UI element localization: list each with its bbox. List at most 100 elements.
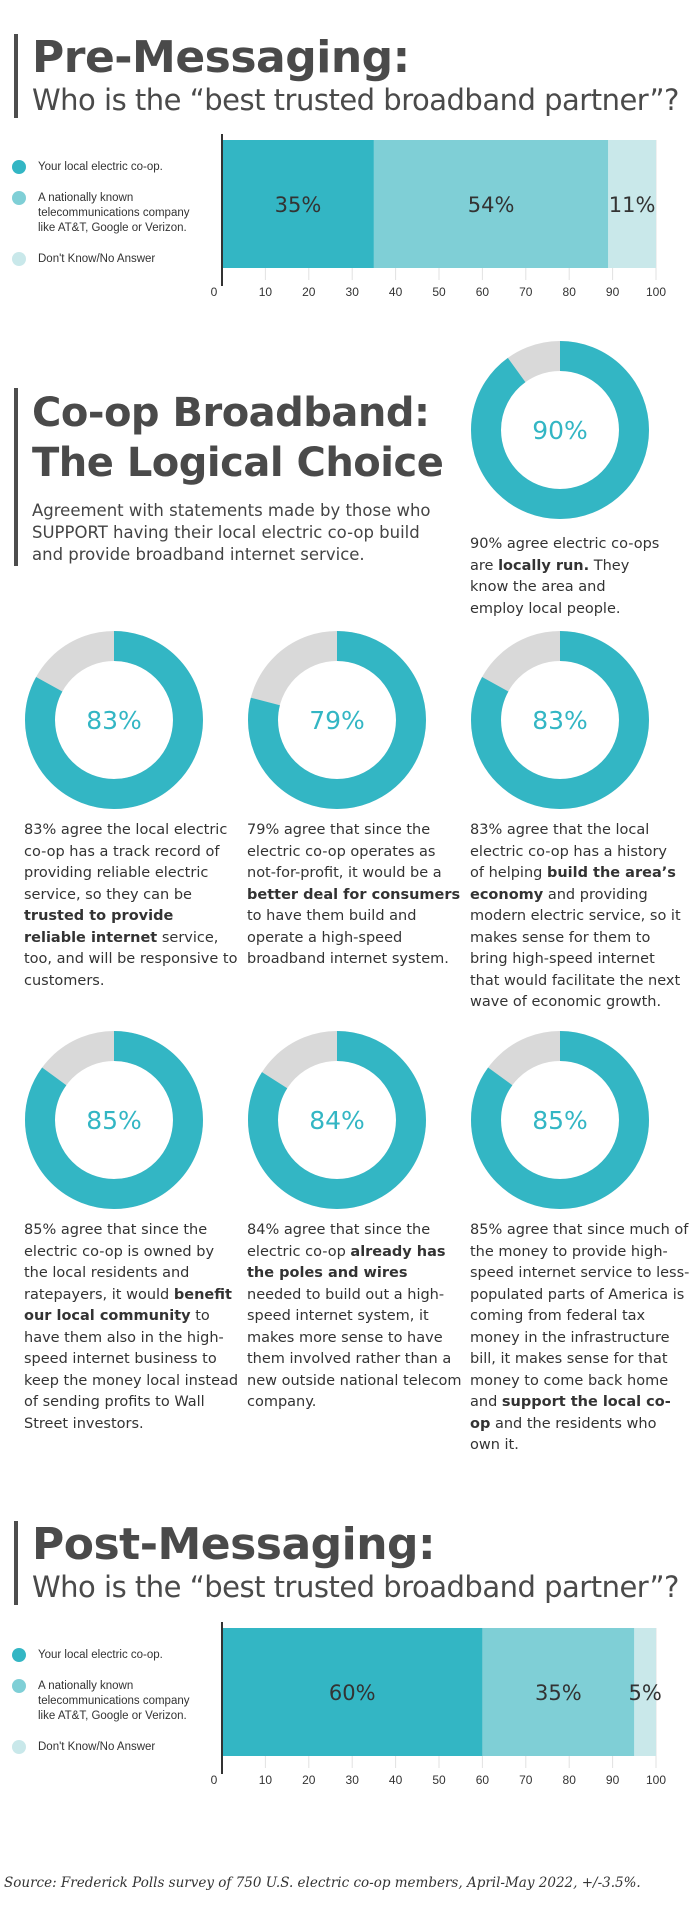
legend-swatch-telecom	[12, 1679, 26, 1693]
bar-data-label: 54%	[468, 193, 515, 217]
x-tick-label: 30	[346, 285, 360, 299]
pre-messaging-title: Pre-Messaging:	[32, 32, 410, 83]
emphasis-text: better deal for consumers	[247, 886, 461, 903]
post-messaging-chart-svg: 60% 35% 5% 0 10 20 30 40 50 60 70 80 90 100	[211, 1622, 666, 1787]
donut-chart-area-economy: 83%	[471, 631, 649, 809]
donut-text-poles-wires: 84% agree that since the electric co-op …	[247, 1222, 462, 1410]
donut-center-label: 79%	[309, 706, 365, 735]
donut-value-arc	[471, 1031, 649, 1209]
donut-block-support-coop: 85% 85% agree that since much of the mon…	[470, 1030, 690, 1457]
bar-data-label: 60%	[329, 1681, 376, 1705]
legend-label-coop: Your local electric co-op.	[38, 1649, 163, 1661]
emphasis-text: build the area’s economy	[470, 865, 676, 903]
x-tick-label: 50	[432, 285, 446, 299]
post-messaging-subtitle: Who is the “best trusted broadband partn…	[32, 1570, 679, 1604]
legend-item-coop: Your local electric co-op.	[12, 1648, 207, 1663]
donut-text-local-community: 85% agree that since the electric co-op …	[24, 1222, 239, 1432]
pre-messaging-chart-svg: 35% 54% 11% 0 10 20 30 40 50 60 70 80 90 100	[211, 134, 666, 299]
bar-segment	[373, 140, 609, 268]
emphasis-text: already has the poles and wires	[247, 1243, 446, 1282]
donut-text-reliable-internet: 83% agree the local electric co-op has a…	[24, 822, 238, 989]
legend-label-dont-know: Don't Know/No Answer	[38, 253, 156, 265]
source-note: Source: Frederick Polls survey of 750 U.…	[4, 1875, 641, 1891]
donut-block-poles-wires: 84% 84% agree that since the electric co…	[247, 1030, 467, 1414]
donut-center-label: 85%	[532, 1106, 588, 1135]
legend-swatch-coop	[12, 1648, 26, 1662]
donut-value-arc	[25, 1031, 203, 1209]
logical-choice-subtitle: Agreement with statements made by those …	[32, 501, 431, 564]
donut-center-label: 90%	[532, 416, 588, 445]
bar-segment	[222, 1628, 483, 1756]
donut-text-better-deal: 79% agree that since the electric co-op …	[247, 822, 461, 967]
x-tick-label: 70	[519, 285, 533, 299]
post-messaging-chart: 60% 35% 5% 0 10 20 30 40 50 60 70 80 90 100	[211, 1622, 668, 1798]
emphasis-text: support the local co-op	[470, 1394, 671, 1432]
legend-label-dont-know: Don't Know/No Answer	[38, 1741, 156, 1753]
emphasis-text: locally run.	[498, 557, 590, 574]
emphasis-text: trusted to provide reliable internet	[24, 908, 174, 946]
x-tick-label: 10	[259, 285, 273, 299]
bar-segment	[634, 1628, 656, 1756]
x-tick-label: 80	[563, 1773, 577, 1787]
x-tick-label: 0	[211, 1773, 218, 1787]
bar-segment	[222, 140, 374, 268]
x-tick-label: 30	[346, 1773, 360, 1787]
pre-messaging-subtitle: Who is the “best trusted broadband partn…	[32, 83, 679, 117]
legend-swatch-coop	[12, 160, 26, 174]
donut-value-arc	[471, 631, 649, 809]
x-tick-label: 50	[432, 1773, 446, 1787]
bar-data-label: 35%	[535, 1681, 582, 1705]
donut-center-label: 83%	[532, 706, 588, 735]
legend-swatch-dont-know	[12, 1740, 26, 1754]
post-messaging-title: Post-Messaging:	[32, 1519, 436, 1570]
legend-item-telecom: A nationally known telecommunications co…	[12, 191, 207, 236]
x-tick-label: 80	[563, 285, 577, 299]
bar-data-label: 35%	[275, 193, 322, 217]
x-tick-label: 20	[302, 1773, 316, 1787]
pre-legend: Your local electric co-op. A nationally …	[12, 160, 207, 283]
bar-data-label: 5%	[628, 1681, 661, 1705]
x-tick-label: 20	[302, 285, 316, 299]
logical-choice-header: Co-op Broadband: The Logical Choice Agre…	[14, 388, 454, 566]
x-tick-label: 40	[389, 285, 403, 299]
legend-item-telecom: A nationally known telecommunications co…	[12, 1679, 207, 1724]
donut-block-better-deal: 79% 79% agree that since the electric co…	[247, 630, 467, 971]
donut-chart-reliable-internet: 83%	[25, 631, 203, 809]
x-tick-label: 60	[476, 1773, 490, 1787]
donut-value-arc	[471, 341, 649, 519]
logical-choice-title-line1: Co-op Broadband:	[32, 390, 430, 436]
pre-messaging-header: Pre-Messaging: Who is the “best trusted …	[14, 34, 679, 118]
legend-label-telecom: A nationally known telecommunications co…	[38, 192, 190, 234]
donut-chart-poles-wires: 84%	[248, 1031, 426, 1209]
x-tick-label: 40	[389, 1773, 403, 1787]
donut-chart-support-coop: 85%	[471, 1031, 649, 1209]
x-tick-label: 100	[646, 1773, 666, 1787]
legend-label-coop: Your local electric co-op.	[38, 161, 163, 173]
donut-center-label: 84%	[309, 1106, 365, 1135]
donut-center-label: 85%	[86, 1106, 142, 1135]
pre-messaging-chart: 35% 54% 11% 0 10 20 30 40 50 60 70 80 90 100	[211, 134, 668, 310]
donut-chart-better-deal: 79%	[248, 631, 426, 809]
x-tick-label: 70	[519, 1773, 533, 1787]
donut-text-locally-run: 90% agree electric co-ops are locally ru…	[470, 536, 660, 617]
legend-item-dont-know: Don't Know/No Answer	[12, 252, 207, 267]
x-tick-label: 0	[211, 285, 218, 299]
donut-chart-locally-run: 90%	[471, 341, 649, 519]
donut-block-local-community: 85% 85% agree that since the electric co…	[24, 1030, 244, 1435]
donut-text-area-economy: 83% agree that the local electric co-op …	[470, 822, 681, 1010]
post-messaging-header: Post-Messaging: Who is the “best trusted…	[14, 1521, 679, 1605]
bar-data-label: 11%	[609, 193, 656, 217]
donut-block-reliable-internet: 83% 83% agree the local electric co-op h…	[24, 630, 244, 992]
x-tick-label: 60	[476, 285, 490, 299]
bar-segment	[482, 1628, 635, 1756]
donut-text-support-coop: 85% agree that since much of the money t…	[470, 1222, 690, 1453]
legend-label-telecom: A nationally known telecommunications co…	[38, 1680, 190, 1722]
donut-center-label: 83%	[86, 706, 142, 735]
donut-value-arc	[248, 631, 426, 809]
legend-item-coop: Your local electric co-op.	[12, 160, 207, 175]
donut-chart-local-community: 85%	[25, 1031, 203, 1209]
logical-choice-title-line2: The Logical Choice	[32, 440, 444, 486]
bar-segment	[608, 140, 656, 268]
donut-block-locally-run: 90% 90% agree electric co-ops are locall…	[470, 340, 690, 620]
legend-item-dont-know: Don't Know/No Answer	[12, 1740, 207, 1755]
